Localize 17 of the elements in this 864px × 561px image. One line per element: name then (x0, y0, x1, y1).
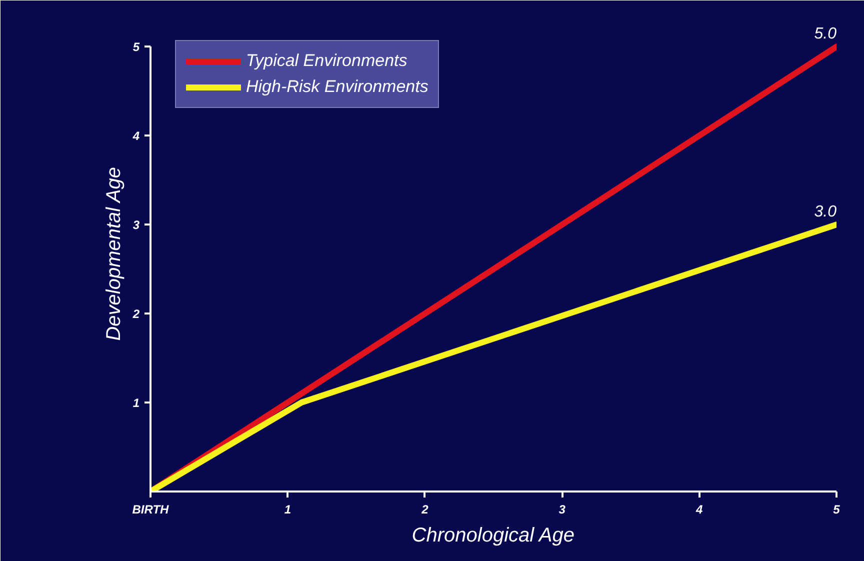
annotation: 5.0 (814, 26, 837, 43)
y-tick-label: 3 (132, 218, 140, 232)
x-tick-label: 2 (420, 502, 429, 516)
x-tick-label: BIRTH (132, 502, 170, 516)
x-tick-label: 5 (833, 502, 840, 516)
y-tick-label: 4 (132, 129, 140, 144)
x-tick-label: 3 (558, 502, 566, 516)
x-tick-label: 1 (284, 502, 292, 516)
y-tick-label: 5 (132, 40, 140, 54)
annotation: 3.0 (814, 204, 837, 221)
y-tick-label: 2 (132, 307, 140, 322)
legend-label: High-Risk Environments (246, 77, 428, 97)
x-axis-title: Chronological Age (412, 524, 574, 546)
x-tick-label: 4 (694, 502, 703, 516)
y-axis-title: Developmental Age (102, 166, 125, 341)
y-tick-label: 1 (132, 396, 140, 410)
legend-label: Typical Environments (246, 51, 408, 71)
